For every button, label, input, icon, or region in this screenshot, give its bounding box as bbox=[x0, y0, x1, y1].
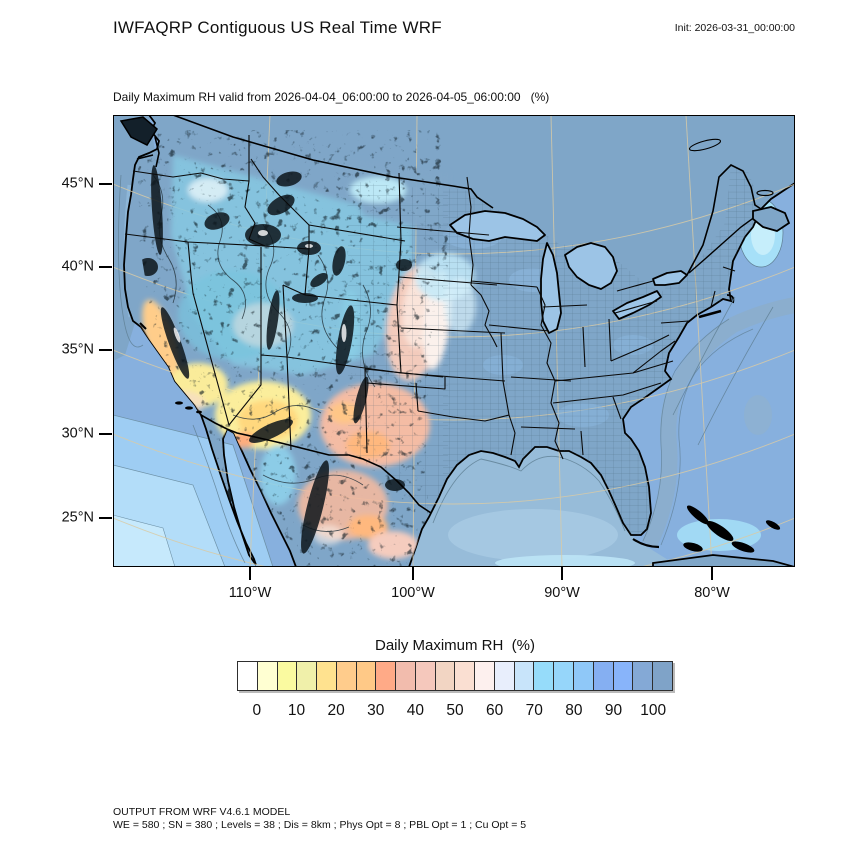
colorbar-cell bbox=[435, 662, 456, 690]
prince-edward-island bbox=[756, 189, 774, 197]
colorbar-cell bbox=[455, 662, 476, 690]
model-config-note: WE = 580 ; SN = 380 ; Levels = 38 ; Dis … bbox=[113, 819, 527, 831]
long-island bbox=[698, 309, 722, 319]
yaxis-tick bbox=[99, 517, 112, 519]
lake-erie bbox=[612, 290, 662, 320]
xaxis-tick-label: 110°W bbox=[228, 585, 272, 601]
colorbar-title: Daily Maximum RH (%) bbox=[374, 637, 535, 654]
colorbar-tick-label: 10 bbox=[287, 702, 306, 719]
colorbar-tick-label: 90 bbox=[604, 702, 623, 719]
yaxis-tick-label: 30°N bbox=[61, 425, 94, 442]
xaxis-tick-label: 100°W bbox=[391, 585, 435, 601]
colorbar-tick-label: 80 bbox=[565, 702, 583, 719]
colorbar-tick-label: 100 bbox=[640, 702, 667, 719]
init-timestamp: Init: 2026-03-31_00:00:00 bbox=[674, 22, 795, 34]
colorbar-tick-label: 60 bbox=[486, 702, 504, 719]
xaxis-tick bbox=[412, 567, 414, 580]
colorbar-cell bbox=[336, 662, 357, 690]
colorbar-cell bbox=[574, 662, 594, 690]
colorbar-cell bbox=[317, 662, 337, 690]
canada-border bbox=[172, 115, 494, 209]
lake-ontario bbox=[652, 270, 688, 286]
yaxis-tick bbox=[99, 183, 112, 185]
pacific-ocean bbox=[113, 115, 274, 567]
yaxis-tick bbox=[99, 349, 112, 351]
florida-keys bbox=[632, 538, 660, 549]
map-canvas bbox=[113, 115, 795, 567]
colorbar-tick-label: 0 bbox=[252, 702, 262, 719]
colorbar-cell bbox=[356, 662, 377, 690]
xaxis-tick bbox=[249, 567, 251, 580]
colorbar bbox=[237, 661, 673, 691]
colorbar-cell bbox=[613, 662, 634, 690]
colorbar-cell bbox=[277, 662, 298, 690]
gulf-of-mexico bbox=[413, 447, 673, 567]
yaxis-tick-label: 35°N bbox=[61, 341, 94, 358]
colorbar-cell bbox=[415, 662, 436, 690]
colorbar-tick-label: 40 bbox=[406, 702, 424, 719]
model-output-note: OUTPUT FROM WRF V4.6.1 MODEL bbox=[113, 806, 291, 818]
offshore-contours bbox=[118, 174, 774, 564]
yaxis-tick bbox=[99, 266, 112, 268]
xaxis-tick-label: 80°W bbox=[694, 585, 730, 601]
colorbar-cell bbox=[554, 662, 575, 690]
page-title: IWFAQRP Contiguous US Real Time WRF bbox=[113, 18, 442, 37]
xaxis-tick bbox=[561, 567, 563, 580]
state-borders bbox=[124, 135, 736, 460]
colorbar-cell bbox=[514, 662, 535, 690]
wrf-map bbox=[113, 115, 795, 567]
vancouver-island bbox=[119, 116, 158, 146]
canada-border-east bbox=[686, 164, 762, 276]
colorbar-tick-label: 20 bbox=[327, 702, 345, 719]
yaxis-tick-label: 45°N bbox=[61, 175, 94, 192]
sf-bay bbox=[139, 322, 147, 330]
colorbar-cell bbox=[494, 662, 515, 690]
puget-sound bbox=[136, 136, 160, 168]
yaxis-tick-label: 25°N bbox=[61, 509, 94, 526]
colorbar-cell bbox=[396, 662, 416, 690]
valid-time-subtitle: Daily Maximum RH valid from 2026-04-04_0… bbox=[113, 90, 550, 104]
bahamas bbox=[683, 505, 781, 553]
cape-cod bbox=[726, 294, 735, 304]
lake-michigan bbox=[540, 242, 562, 334]
colorbar-tick-label: 30 bbox=[367, 702, 385, 719]
lake-huron bbox=[564, 242, 618, 290]
colorbar-cell bbox=[534, 662, 555, 690]
xaxis-tick-label: 90°W bbox=[544, 585, 580, 601]
colorbar-cell bbox=[257, 662, 278, 690]
colorbar-cell bbox=[238, 662, 258, 690]
coastal-islands bbox=[119, 116, 795, 567]
colorbar-cell bbox=[633, 662, 654, 690]
xaxis-tick bbox=[711, 567, 713, 580]
colorbar-tick-label: 70 bbox=[525, 702, 543, 719]
yaxis-tick-label: 40°N bbox=[61, 258, 94, 275]
channel-islands bbox=[175, 401, 202, 414]
colorbar-tick-label: 50 bbox=[446, 702, 464, 719]
mexico-border bbox=[200, 414, 432, 514]
st-lawrence-river bbox=[688, 210, 764, 274]
yaxis-tick bbox=[99, 433, 112, 435]
colorbar-cell bbox=[593, 662, 614, 690]
colorbar-cell bbox=[475, 662, 495, 690]
colorbar-cell bbox=[297, 662, 318, 690]
colorbar-cell bbox=[376, 662, 397, 690]
anticosti-island bbox=[688, 138, 722, 152]
nova-scotia bbox=[752, 206, 791, 232]
colorbar-cell bbox=[653, 662, 672, 690]
